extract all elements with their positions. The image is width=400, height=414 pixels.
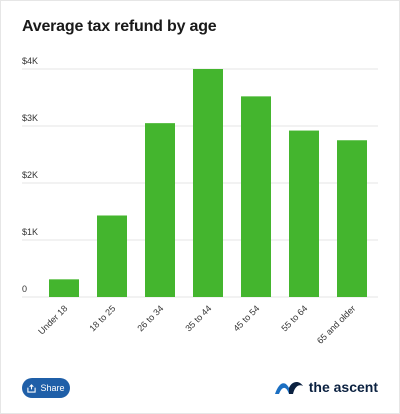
y-tick-label: $4K (22, 56, 38, 66)
bar-chart: 0 $1K $2K $3K $4K Under 18 18 to 25 26 to 34 35 … (22, 56, 378, 346)
y-tick-label: $1K (22, 227, 38, 237)
share-icon (27, 383, 37, 393)
ascent-logo-icon (274, 382, 303, 394)
bar[interactable] (289, 130, 319, 297)
brand-logo[interactable]: the ascent (274, 378, 378, 396)
chart-title: Average tax refund by age (22, 18, 217, 35)
y-tick-label: $3K (22, 113, 38, 123)
x-tick-label: 26 to 34 (135, 303, 165, 333)
share-label: Share (40, 383, 65, 393)
bar[interactable] (337, 140, 367, 297)
y-tick-label: 0 (22, 284, 27, 294)
x-tick-label: 55 to 64 (279, 303, 309, 333)
brand-name: the ascent (308, 379, 378, 395)
x-tick-label: 45 to 54 (231, 303, 261, 333)
bar[interactable] (241, 96, 271, 297)
share-button[interactable]: Share (22, 378, 70, 398)
y-tick-label: $2K (22, 170, 38, 180)
bar[interactable] (97, 215, 127, 297)
bar[interactable] (49, 279, 79, 297)
x-tick-label: 18 to 25 (87, 303, 117, 333)
bar[interactable] (193, 69, 223, 297)
x-tick-label: 35 to 44 (183, 303, 213, 333)
x-tick-label: 65 and older (315, 303, 357, 345)
bar[interactable] (145, 123, 175, 298)
x-tick-label: Under 18 (36, 303, 69, 336)
